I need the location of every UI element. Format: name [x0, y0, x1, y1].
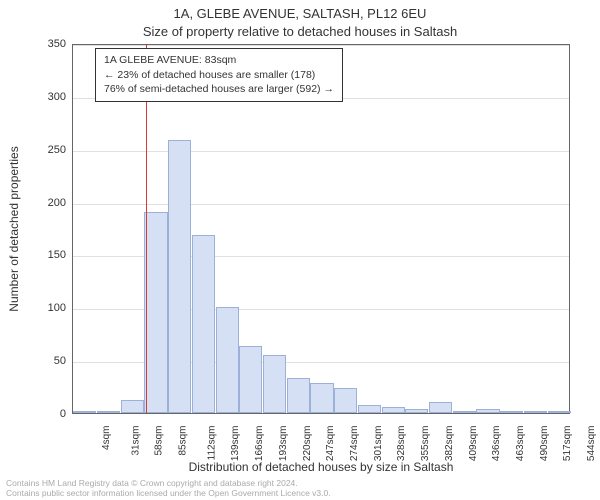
histogram-bar	[310, 383, 333, 413]
x-tick-label: 58sqm	[154, 426, 165, 456]
x-tick-label: 31sqm	[130, 426, 141, 456]
y-tick-label: 150	[26, 249, 66, 261]
x-tick-label: 436sqm	[491, 426, 502, 462]
x-tick-label: 301sqm	[373, 426, 384, 462]
y-axis-label: Number of detached properties	[7, 146, 21, 311]
histogram-bar	[239, 346, 262, 413]
footer-line1: Contains HM Land Registry data © Crown c…	[6, 478, 331, 488]
histogram-bar	[405, 409, 428, 413]
x-tick-label: 139sqm	[231, 426, 242, 462]
chart-container: 1A, GLEBE AVENUE, SALTASH, PL12 6EU Size…	[0, 0, 600, 500]
histogram-bar	[453, 411, 476, 413]
histogram-bar	[144, 212, 167, 413]
gridline	[73, 204, 569, 205]
histogram-bar	[524, 411, 547, 413]
x-tick-label: 409sqm	[468, 426, 479, 462]
infobox-line3: 76% of semi-detached houses are larger (…	[104, 82, 334, 97]
y-tick-label: 0	[26, 408, 66, 420]
histogram-bar	[121, 400, 144, 413]
x-tick-label: 463sqm	[515, 426, 526, 462]
x-tick-label: 220sqm	[302, 426, 313, 462]
y-tick-label: 100	[26, 302, 66, 314]
y-tick-label: 200	[26, 197, 66, 209]
x-tick-label: 355sqm	[420, 426, 431, 462]
y-tick-label: 250	[26, 144, 66, 156]
histogram-bar	[500, 411, 523, 413]
footer-line2: Contains public sector information licen…	[6, 488, 331, 498]
infobox-line2: ← 23% of detached houses are smaller (17…	[104, 68, 334, 83]
histogram-bar	[287, 378, 310, 413]
x-tick-label: 166sqm	[254, 426, 265, 462]
histogram-bar	[216, 307, 239, 413]
x-axis-label: Distribution of detached houses by size …	[72, 460, 570, 474]
y-tick-label: 350	[26, 38, 66, 50]
histogram-bar	[168, 140, 191, 413]
histogram-bar	[382, 407, 405, 413]
y-tick-label: 300	[26, 91, 66, 103]
x-tick-label: 274sqm	[349, 426, 360, 462]
histogram-bar	[334, 388, 357, 413]
x-tick-label: 85sqm	[178, 426, 189, 456]
histogram-bar	[73, 411, 96, 413]
x-tick-label: 517sqm	[563, 426, 574, 462]
x-tick-label: 490sqm	[539, 426, 550, 462]
histogram-bar	[548, 411, 571, 413]
footer-attribution: Contains HM Land Registry data © Crown c…	[6, 478, 331, 498]
x-tick-label: 193sqm	[278, 426, 289, 462]
chart-title-line1: 1A, GLEBE AVENUE, SALTASH, PL12 6EU	[0, 6, 600, 21]
x-tick-label: 4sqm	[101, 426, 112, 450]
histogram-bar	[358, 405, 381, 413]
histogram-bar	[429, 402, 452, 413]
gridline	[73, 151, 569, 152]
histogram-bar	[263, 355, 286, 413]
y-tick-label: 50	[26, 355, 66, 367]
chart-title-line2: Size of property relative to detached ho…	[0, 24, 600, 39]
x-tick-label: 247sqm	[325, 426, 336, 462]
x-tick-label: 544sqm	[586, 426, 597, 462]
infobox-line1: 1A GLEBE AVENUE: 83sqm	[104, 53, 334, 68]
histogram-bar	[476, 409, 499, 413]
x-tick-label: 112sqm	[206, 426, 217, 461]
histogram-bar	[97, 411, 120, 413]
reference-infobox: 1A GLEBE AVENUE: 83sqm ← 23% of detached…	[95, 48, 343, 102]
x-tick-label: 328sqm	[397, 426, 408, 462]
x-tick-label: 382sqm	[444, 426, 455, 462]
histogram-bar	[192, 235, 215, 413]
gridline	[73, 45, 569, 46]
